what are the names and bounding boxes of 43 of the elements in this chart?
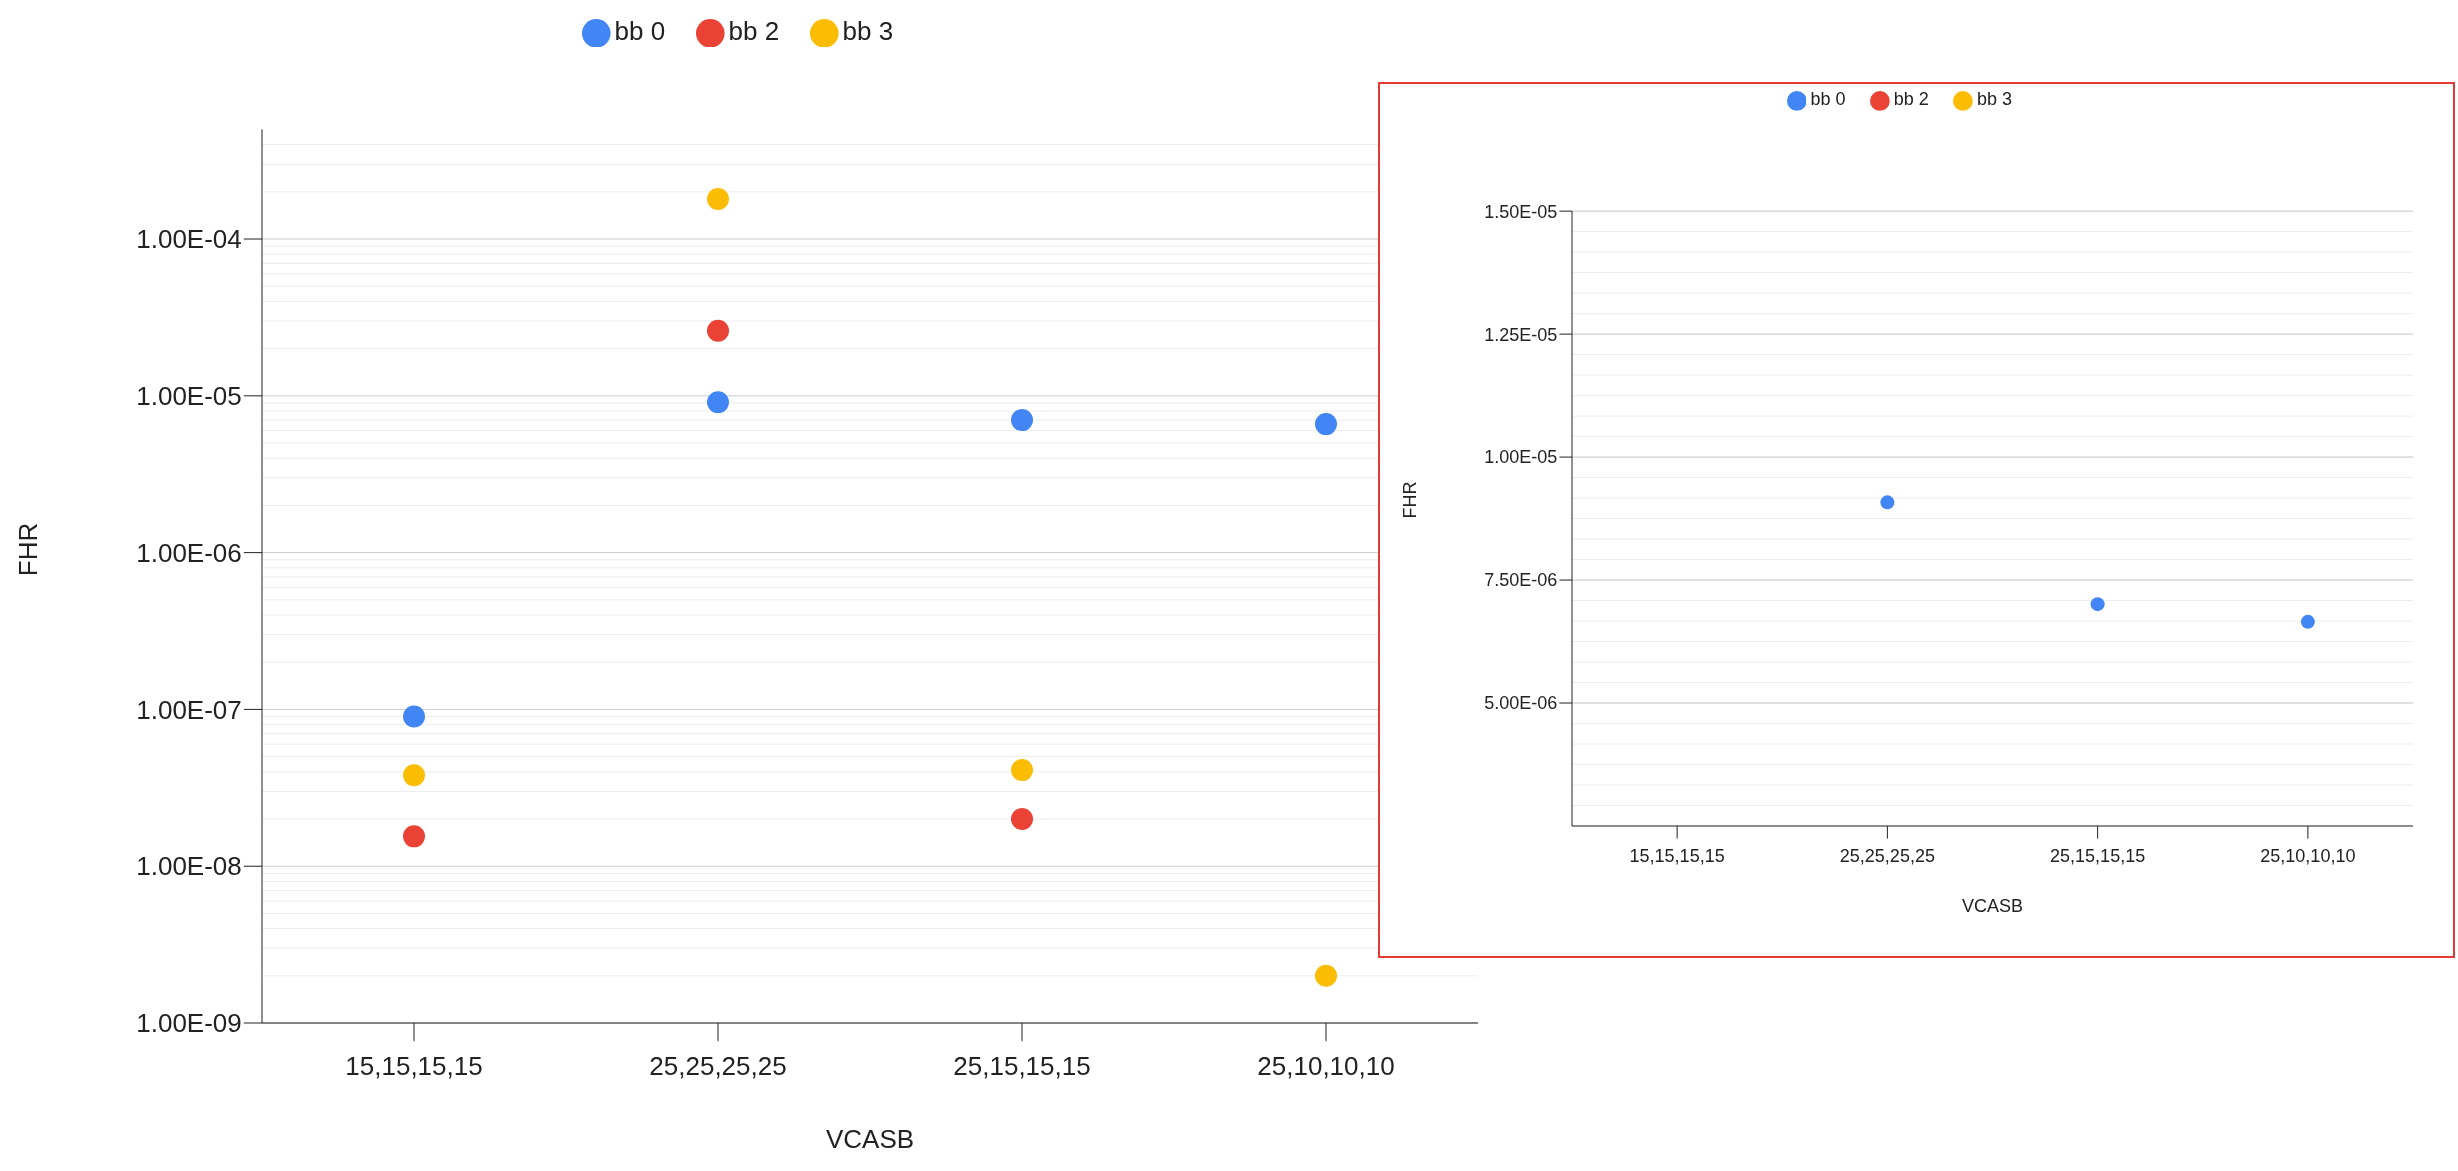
x-tick-label: 25,10,10,10 bbox=[1257, 1051, 1395, 1082]
point bbox=[1880, 495, 1895, 510]
y-tick-label: 1.00E-04 bbox=[136, 224, 242, 255]
x-tick-label: 15,15,15,15 bbox=[1629, 846, 1725, 867]
y-tick-label: 1.00E-09 bbox=[136, 1008, 242, 1039]
x-tick-label: 25,10,10,10 bbox=[2260, 846, 2356, 867]
y-tick-label: 5.00E-06 bbox=[1484, 693, 1558, 714]
point bbox=[707, 319, 729, 342]
point bbox=[2090, 597, 2105, 612]
legend-label: bb 0 bbox=[1810, 89, 1846, 110]
x-tick-label: 25,15,15,15 bbox=[2050, 846, 2146, 867]
legend-label: bb 2 bbox=[728, 15, 780, 46]
y-tick-label: 1.50E-05 bbox=[1484, 201, 1558, 222]
legend-label: bb 3 bbox=[1976, 89, 2012, 110]
point bbox=[1011, 409, 1033, 432]
y-tick-label: 1.00E-08 bbox=[136, 851, 242, 882]
legend-label: bb 3 bbox=[842, 15, 894, 46]
x-tick-label: 25,25,25,25 bbox=[649, 1051, 787, 1082]
point bbox=[1315, 413, 1337, 436]
x-tick-label: 15,15,15,15 bbox=[345, 1051, 483, 1082]
x-axis-title: VCASB bbox=[1961, 896, 2024, 917]
point bbox=[403, 764, 425, 787]
y-axis-title: FHR bbox=[1400, 481, 1421, 519]
point bbox=[1011, 808, 1033, 830]
y-tick-label: 1.00E-07 bbox=[136, 694, 242, 725]
legend-label: bb 0 bbox=[614, 15, 666, 46]
x-tick-label: 25,15,15,15 bbox=[953, 1051, 1091, 1082]
legend-label: bb 2 bbox=[1893, 89, 1929, 110]
y-tick-label: 1.00E-05 bbox=[1484, 447, 1558, 468]
point bbox=[403, 705, 425, 728]
point bbox=[707, 391, 729, 414]
point bbox=[1011, 759, 1033, 782]
point bbox=[1315, 964, 1337, 987]
point bbox=[403, 825, 425, 848]
point bbox=[707, 187, 729, 210]
y-tick-label: 1.25E-05 bbox=[1484, 324, 1558, 345]
x-axis-title: VCASB bbox=[825, 1123, 915, 1154]
y-tick-label: 1.00E-06 bbox=[136, 537, 242, 568]
point bbox=[2300, 614, 2315, 629]
y-tick-label: 1.00E-05 bbox=[136, 381, 242, 412]
y-tick-label: 7.50E-06 bbox=[1484, 570, 1558, 591]
y-axis-title: FHR bbox=[13, 522, 44, 577]
x-tick-label: 25,25,25,25 bbox=[1839, 846, 1935, 867]
